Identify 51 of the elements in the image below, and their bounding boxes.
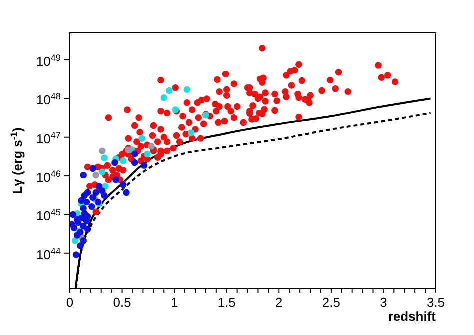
point — [131, 159, 138, 166]
point — [101, 192, 108, 200]
x-tick-label: 0.5 — [113, 295, 132, 310]
y-tick-label: 10$^{48}$ — [36, 92, 61, 108]
point — [77, 242, 84, 250]
x-tick-label: 3 — [380, 295, 388, 310]
point — [74, 232, 81, 239]
point — [188, 130, 195, 136]
point — [101, 154, 108, 162]
point — [81, 192, 88, 200]
y-tick-label: 10$^{49}$ — [36, 53, 61, 70]
x-tick-label: 2.5 — [322, 295, 340, 310]
point — [112, 159, 118, 166]
point — [80, 238, 87, 244]
x-tick-label: 1.5 — [218, 295, 236, 310]
x-axis-title: redshift — [388, 309, 437, 324]
point — [96, 183, 103, 190]
point — [148, 143, 155, 150]
y-tick-label: 10$^{45}$ — [36, 208, 61, 224]
point — [70, 224, 78, 232]
point — [120, 182, 127, 188]
point — [90, 165, 96, 172]
point — [123, 189, 130, 196]
point — [84, 226, 92, 233]
y-tick-label: 10$^{46}$ — [36, 169, 61, 186]
point — [99, 148, 106, 155]
point — [92, 172, 100, 179]
point — [184, 86, 191, 94]
point — [120, 158, 127, 164]
y-tick-label: 10$^{44}$ — [36, 246, 61, 262]
point — [131, 150, 138, 158]
point — [83, 198, 90, 206]
x-tick-label: 3.5 — [426, 295, 446, 310]
point — [144, 150, 151, 158]
point — [72, 252, 80, 258]
point — [70, 211, 77, 218]
point — [83, 218, 90, 225]
point — [72, 238, 79, 244]
y-tick-label: 10$^{47}$ — [36, 130, 61, 146]
point — [112, 176, 120, 184]
x-tick-label: 0 — [66, 295, 74, 310]
point — [99, 168, 106, 176]
point — [140, 162, 148, 169]
point — [88, 203, 96, 210]
x-tick-label: 2 — [276, 295, 283, 310]
x-tick-label: 1 — [170, 295, 178, 310]
point — [92, 189, 100, 196]
point — [166, 87, 173, 94]
point — [80, 172, 87, 179]
point — [138, 135, 146, 142]
point — [160, 94, 168, 102]
